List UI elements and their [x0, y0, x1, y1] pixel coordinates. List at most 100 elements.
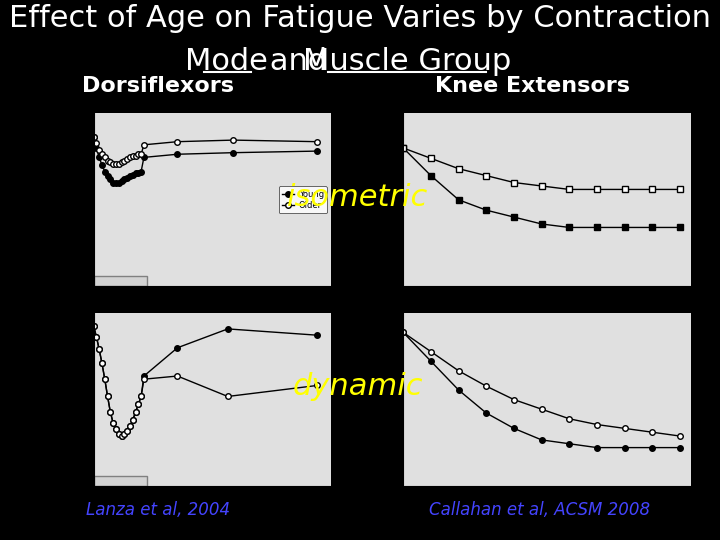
Older [123, 156, 132, 162]
Older [128, 417, 137, 423]
Older [137, 151, 145, 158]
Bar [94, 476, 147, 486]
Older [131, 409, 140, 415]
Older [112, 426, 120, 433]
Older [101, 376, 109, 382]
Older [106, 409, 114, 415]
Young [95, 154, 104, 160]
Young [92, 334, 101, 340]
Young [223, 326, 232, 332]
Line: Older: Older [91, 134, 320, 166]
Young [103, 173, 112, 179]
Young [173, 151, 181, 158]
Young [128, 417, 137, 423]
Older [173, 138, 181, 145]
Text: Mode: Mode [185, 47, 269, 76]
Young [89, 134, 98, 140]
Young [131, 170, 140, 177]
Young [101, 376, 109, 382]
Older [131, 153, 140, 159]
Older [103, 157, 112, 164]
Text: Lanza et al, 2004: Lanza et al, 2004 [86, 501, 230, 519]
Text: dynamic: dynamic [292, 372, 423, 401]
Older [120, 157, 129, 164]
Older [92, 334, 101, 340]
Older [95, 146, 104, 153]
Young [106, 176, 114, 183]
Line: Older: Older [91, 323, 320, 438]
Older [123, 428, 132, 434]
Young [98, 360, 107, 367]
Older [128, 153, 137, 159]
Young [103, 393, 112, 400]
Young [134, 170, 143, 177]
Older [120, 431, 129, 437]
Line: Young: Young [91, 134, 320, 185]
Young [313, 148, 322, 154]
Older [112, 160, 120, 167]
Young [112, 426, 120, 433]
Older [106, 159, 114, 165]
Young [229, 150, 238, 156]
Text: Dorsiflexors: Dorsiflexors [82, 76, 235, 96]
Legend: Young, Older: Young, Older [279, 186, 327, 213]
X-axis label: Time (s): Time (s) [525, 511, 570, 521]
Older [125, 423, 134, 429]
Older [98, 360, 107, 367]
Young [131, 409, 140, 415]
Young [117, 433, 126, 439]
Older [140, 376, 148, 382]
Young [89, 322, 98, 329]
Older [313, 138, 322, 145]
Older [117, 159, 126, 165]
X-axis label: Time (s): Time (s) [190, 511, 235, 521]
Text: Callahan et al, ACSM 2008: Callahan et al, ACSM 2008 [429, 501, 651, 519]
Older [89, 322, 98, 329]
Young [114, 431, 123, 437]
Young [109, 420, 117, 427]
Young [120, 431, 129, 437]
Young [173, 345, 181, 351]
Young [98, 162, 107, 168]
Young [128, 171, 137, 178]
Young [313, 332, 322, 339]
Young [125, 423, 134, 429]
Bar [94, 276, 147, 286]
Older [95, 346, 104, 353]
Young [123, 428, 132, 434]
Young [114, 179, 123, 186]
Text: Muscle Group: Muscle Group [302, 47, 511, 76]
Young [125, 173, 134, 179]
Older [98, 151, 107, 158]
Young [123, 174, 132, 181]
Young [101, 168, 109, 175]
Older [313, 382, 322, 389]
Young [134, 401, 143, 408]
Older [125, 154, 134, 160]
Older [173, 373, 181, 379]
Young [112, 179, 120, 186]
Older [101, 154, 109, 160]
Older [117, 433, 126, 439]
Young [95, 346, 104, 353]
Older [114, 431, 123, 437]
Older [114, 160, 123, 167]
Young [137, 168, 145, 175]
Young [120, 176, 129, 183]
Young [140, 373, 148, 379]
Older [103, 393, 112, 400]
Older [140, 141, 148, 148]
Older [89, 134, 98, 140]
Text: and: and [261, 47, 337, 76]
Older [92, 140, 101, 146]
Line: Young: Young [91, 323, 320, 438]
Older [134, 151, 143, 158]
Young [92, 145, 101, 151]
Older [109, 160, 117, 167]
Young [117, 178, 126, 184]
Older [223, 393, 232, 400]
Older [137, 393, 145, 400]
Young [140, 154, 148, 160]
Older [229, 137, 238, 143]
Young [106, 409, 114, 415]
